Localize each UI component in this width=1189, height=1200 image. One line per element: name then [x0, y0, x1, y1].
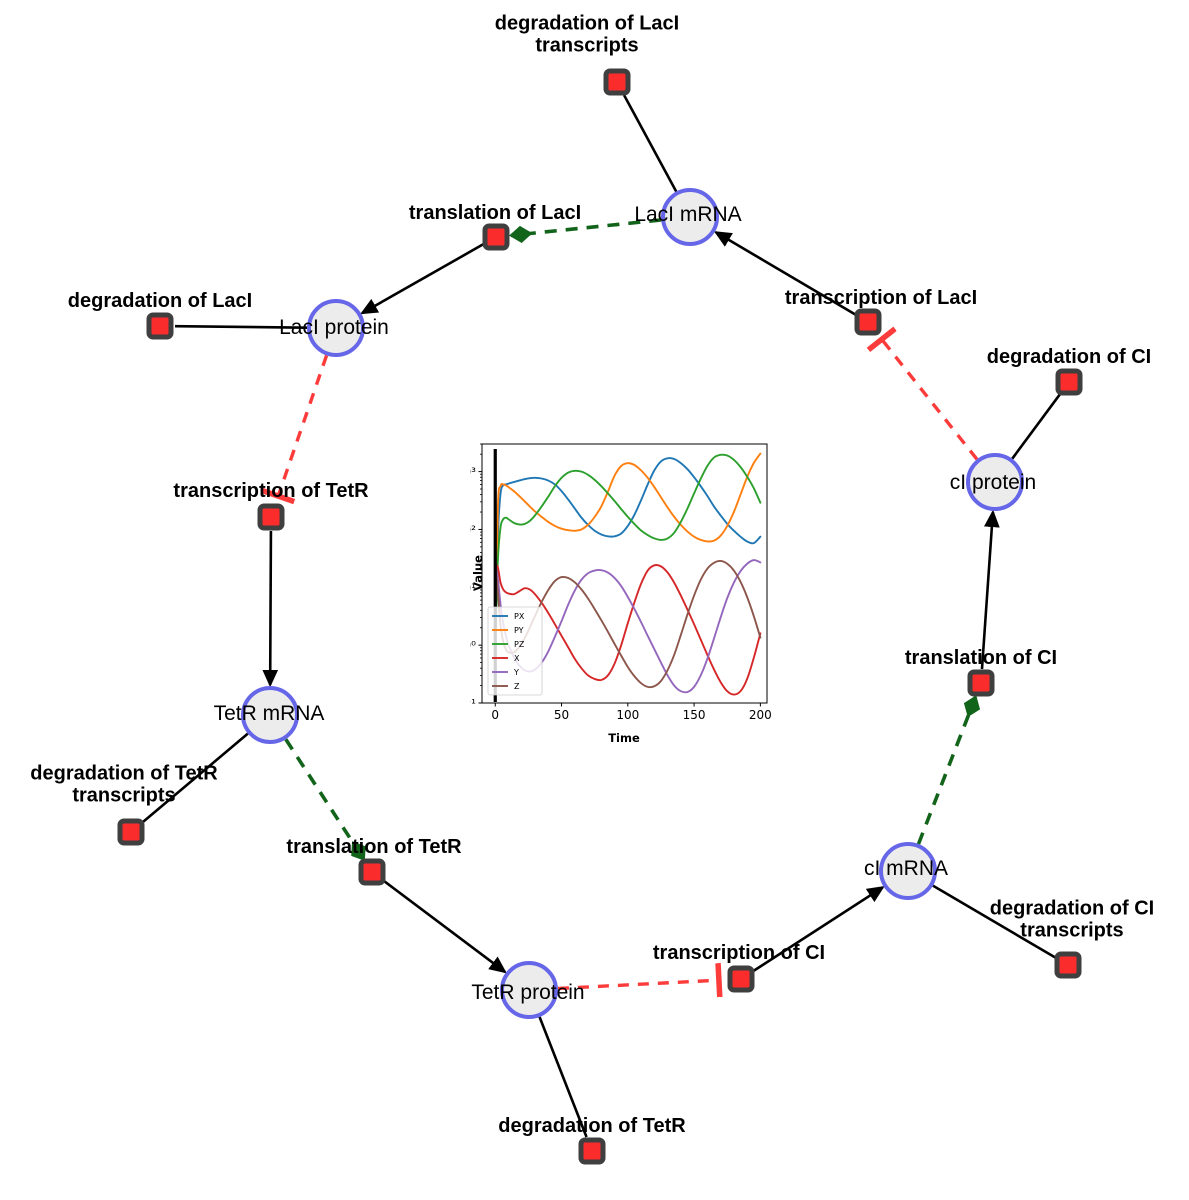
legend-label-PZ: PZ	[514, 640, 525, 649]
x-tick-label: 100	[616, 708, 639, 722]
chart-legend: PX PY PZ XYZ	[487, 606, 543, 696]
species-node-tetr_protein[interactable]	[500, 961, 558, 1019]
series-line-X	[494, 563, 762, 696]
reaction-node-deg_ci[interactable]	[1055, 368, 1083, 396]
x-axis-ticks: 0 50 100 150 200	[491, 703, 772, 722]
edge-reactant	[538, 1016, 588, 1138]
edge-product	[980, 509, 1000, 670]
species-node-ci_mrna[interactable]	[879, 842, 937, 900]
x-axis-label: Time	[608, 731, 640, 745]
reaction-node-transcription_ci[interactable]	[727, 965, 755, 993]
edge-layer	[141, 94, 1062, 1138]
y-axis-ticks: 10⁻¹ 10⁰ 10¹ 10² 10³	[470, 443, 482, 711]
edge-product	[752, 886, 885, 973]
edge-inhibition	[261, 354, 329, 505]
reaction-node-deg_tetr_transcripts[interactable]	[117, 818, 145, 846]
y-tick-label: 10¹	[470, 581, 476, 595]
timecourse-inset-plot: 10⁻¹ 10⁰ 10¹ 10² 10³ 0 50 100 150 200 Time Value…	[470, 437, 775, 759]
edge-reactant	[1011, 393, 1062, 460]
x-tick-label: 50	[554, 708, 569, 722]
series-line-PX	[494, 457, 762, 647]
reaction-node-transcription_laci[interactable]	[854, 308, 882, 336]
edge-product	[262, 530, 279, 688]
edge-modifier	[509, 218, 662, 244]
reaction-node-translation_tetr[interactable]	[358, 858, 386, 886]
series-line-PZ	[494, 453, 762, 647]
species-node-laci_mrna[interactable]	[661, 188, 719, 246]
edge-reactant	[174, 324, 308, 329]
reaction-node-deg_laci[interactable]	[146, 312, 174, 340]
edge-inhibition	[557, 963, 723, 998]
legend-label-PY: PY	[514, 626, 524, 635]
species-node-ci_protein[interactable]	[966, 453, 1024, 511]
x-tick-label: 0	[491, 708, 499, 722]
node-layer	[117, 68, 1083, 1165]
reaction-node-deg_tetr[interactable]	[578, 1137, 606, 1165]
edge-modifier	[284, 738, 366, 861]
legend-label-PX: PX	[514, 612, 525, 621]
legend-label-Z: Z	[514, 682, 520, 691]
reaction-node-translation_ci[interactable]	[967, 669, 995, 697]
edge-product	[360, 242, 485, 315]
species-node-tetr_mrna[interactable]	[241, 686, 299, 744]
legend-box	[487, 606, 543, 696]
edge-modifier	[916, 695, 981, 845]
legend-label-Y: Y	[513, 668, 519, 677]
y-axis-label: Value	[471, 555, 485, 591]
edge-reactant	[622, 94, 678, 193]
reaction-node-transcription_tetr[interactable]	[257, 503, 285, 531]
x-tick-label: 150	[683, 708, 706, 722]
edge-product	[713, 231, 857, 317]
legend-label-X: X	[514, 654, 520, 663]
edge-reactant	[141, 732, 249, 824]
edge-reactant	[932, 884, 1056, 959]
species-node-laci_protein[interactable]	[307, 299, 365, 357]
y-tick-label: 10⁻¹	[470, 697, 476, 711]
edge-inhibition	[866, 326, 979, 461]
x-tick-label: 200	[749, 708, 772, 722]
y-tick-label: 10⁰	[470, 639, 476, 653]
series-line-PY	[494, 452, 762, 647]
y-tick-label: 10³	[470, 465, 476, 479]
reaction-node-deg_ci_transcripts[interactable]	[1054, 951, 1082, 979]
reaction-node-translation_laci[interactable]	[482, 223, 510, 251]
y-tick-label: 10²	[470, 523, 476, 537]
reaction-node-deg_laci_transcripts[interactable]	[603, 68, 631, 96]
edge-product	[382, 879, 507, 974]
